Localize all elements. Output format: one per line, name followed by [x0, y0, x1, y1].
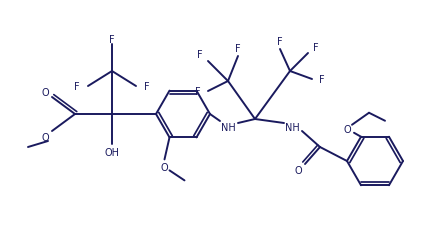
- Text: F: F: [74, 82, 80, 92]
- Text: O: O: [41, 132, 49, 142]
- Text: O: O: [343, 124, 351, 134]
- Text: NH: NH: [221, 122, 236, 132]
- Text: F: F: [144, 82, 150, 92]
- Text: F: F: [235, 44, 241, 54]
- Text: F: F: [277, 37, 283, 47]
- Text: F: F: [197, 50, 203, 60]
- Text: O: O: [41, 88, 49, 98]
- Text: F: F: [313, 43, 319, 53]
- Text: F: F: [195, 87, 201, 96]
- Text: F: F: [319, 75, 325, 85]
- Text: O: O: [161, 163, 168, 173]
- Text: NH: NH: [285, 122, 299, 132]
- Text: OH: OH: [104, 147, 119, 157]
- Text: O: O: [294, 165, 302, 175]
- Text: F: F: [109, 35, 115, 45]
